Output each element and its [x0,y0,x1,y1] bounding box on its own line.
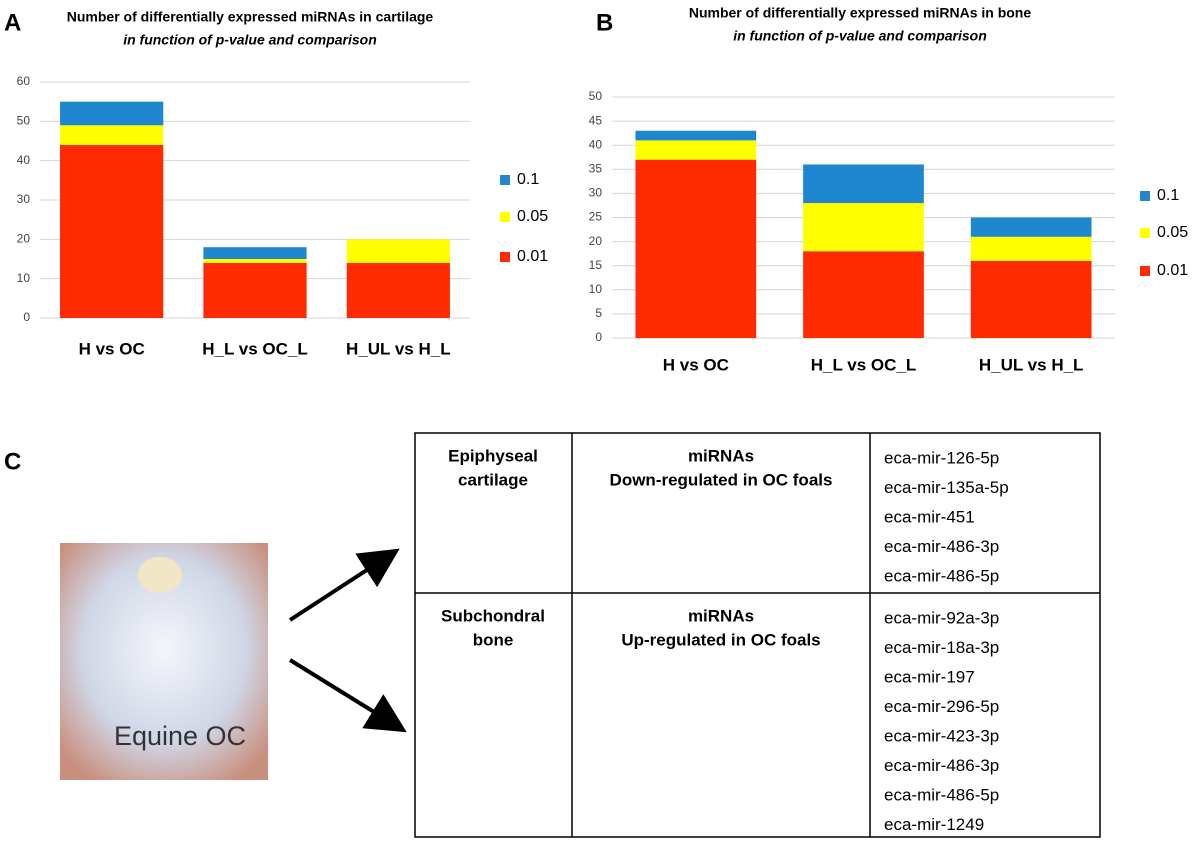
y-tick-label: 50 [17,114,31,128]
y-tick-label: 50 [589,89,603,103]
y-tick-label: 60 [17,74,31,88]
bar-segment [346,262,450,318]
mirna: eca-mir-197 [884,667,975,686]
x-tick-label: H vs OC [663,355,729,374]
table-heading: Up-regulated in OC foals [621,630,820,649]
panel-label: B [596,9,613,36]
chart-title: Number of differentially expressed miRNA… [67,9,434,25]
legend-label: 0.01 [517,248,548,265]
bar-segment [60,101,164,126]
x-tick-label: H_L vs OC_L [811,355,917,374]
bar-segment [635,140,757,160]
x-tick-label: H_UL vs H_L [346,339,451,358]
bar-segment [803,203,924,252]
mirna: eca-mir-126-5p [884,448,999,467]
panel-label: A [4,9,21,36]
table [414,432,1101,838]
arrow [288,548,400,622]
mirna: eca-mir-92a-3p [884,608,999,627]
arrow [288,658,407,733]
mirna: eca-mir-1249 [884,815,984,834]
y-tick-label: 25 [589,210,603,224]
bar-segment [803,164,924,204]
legend-label: 0.05 [1157,224,1188,241]
panel-label: C [4,448,21,475]
mirna: eca-mir-486-3p [884,756,999,775]
legend-swatch [500,175,510,185]
table-tissue: Epiphyseal [448,446,538,465]
mirna: eca-mir-451 [884,507,975,526]
table-tissue: Subchondral [441,606,545,625]
table-heading: miRNAs [688,606,754,625]
mirna: eca-mir-18a-3p [884,638,999,657]
table-heading: Down-regulated in OC foals [610,470,833,489]
table-heading: miRNAs [688,446,754,465]
y-tick-label: 0 [23,310,30,324]
bar-segment [203,262,307,318]
y-tick-label: 10 [17,271,31,285]
legend-label: 0.1 [1157,187,1179,204]
legend-swatch [1140,266,1150,276]
mirna: eca-mir-486-3p [884,537,999,556]
y-tick-label: 15 [589,258,603,272]
y-tick-label: 30 [17,192,31,206]
bar-segment [803,251,924,338]
y-tick-label: 0 [595,330,602,344]
bar-segment [635,159,757,338]
chart-title: Number of differentially expressed miRNA… [689,5,1032,21]
bar-segment [970,217,1092,237]
bar-segment [970,260,1092,338]
legend-swatch [500,252,510,262]
table-border [414,432,1101,838]
y-tick-label: 5 [595,306,602,320]
mirna: eca-mir-135a-5p [884,478,1009,497]
bar-segment [970,236,1092,261]
photo-caption: Equine OC [114,721,246,751]
legend-label: 0.05 [517,208,548,225]
y-tick-label: 45 [589,113,603,127]
y-tick-label: 20 [589,234,603,248]
legend-label: 0.1 [517,171,539,188]
table-tissue: cartilage [458,470,528,489]
mirna: eca-mir-423-3p [884,726,999,745]
legend-swatch [1140,191,1150,201]
mirna: eca-mir-486-5p [884,566,999,585]
y-tick-label: 10 [589,282,603,296]
chart-subtitle: in function of p-value and comparison [733,28,987,44]
mirna: eca-mir-296-5p [884,697,999,716]
bar-segment [60,144,164,318]
y-tick-label: 40 [17,153,31,167]
table-tissue: bone [473,630,514,649]
bar-segment [60,125,164,145]
x-tick-label: H_L vs OC_L [202,339,308,358]
y-tick-label: 40 [589,137,603,151]
photo-detail [138,557,182,593]
x-tick-label: H_UL vs H_L [979,355,1084,374]
y-tick-label: 30 [589,186,603,200]
y-tick-label: 35 [589,161,603,175]
mirna: eca-mir-486-5p [884,785,999,804]
bar-segment [635,130,757,141]
bar-segment [203,259,307,263]
y-tick-label: 20 [17,232,31,246]
x-tick-label: H vs OC [79,339,145,358]
chart-subtitle: in function of p-value and comparison [123,32,377,48]
bar-segment [203,247,307,259]
bar-segment [346,239,450,263]
legend-label: 0.01 [1157,262,1188,279]
legend-swatch [1140,228,1150,238]
legend-swatch [500,212,510,222]
